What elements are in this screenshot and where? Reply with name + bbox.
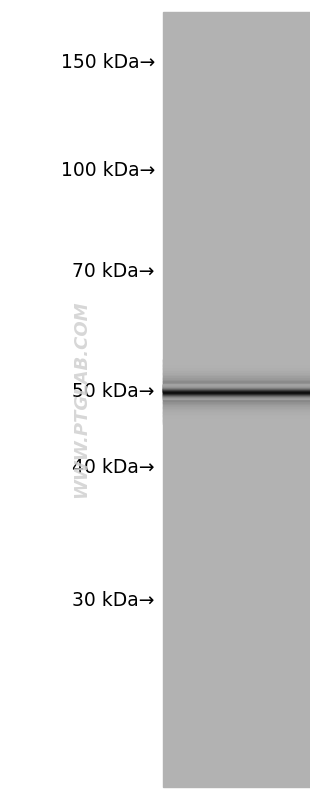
Bar	[163, 378, 310, 380]
Bar	[163, 400, 310, 401]
Bar	[163, 406, 310, 407]
Bar	[163, 360, 310, 363]
Bar	[163, 419, 310, 420]
Bar	[163, 368, 310, 371]
Bar	[163, 414, 310, 415]
Bar	[163, 417, 310, 419]
Bar	[163, 375, 310, 377]
Text: 100 kDa→: 100 kDa→	[61, 161, 155, 180]
Bar	[163, 395, 310, 396]
Bar	[163, 364, 310, 366]
Bar	[163, 380, 310, 382]
Bar	[163, 407, 310, 409]
Bar	[163, 398, 310, 400]
Bar	[163, 362, 310, 364]
Bar	[163, 370, 310, 372]
Bar	[163, 392, 310, 393]
Bar	[163, 389, 310, 392]
Bar	[163, 401, 310, 403]
Text: 50 kDa→: 50 kDa→	[73, 382, 155, 401]
Bar	[163, 381, 310, 384]
Bar	[163, 372, 310, 374]
Text: 150 kDa→: 150 kDa→	[61, 53, 155, 72]
Bar	[163, 384, 310, 387]
Bar	[163, 396, 310, 398]
Text: WWW.PTGLAB.COM: WWW.PTGLAB.COM	[72, 300, 90, 499]
Bar	[163, 373, 310, 376]
Bar	[163, 359, 310, 361]
Bar	[163, 388, 310, 390]
Text: 70 kDa→: 70 kDa→	[73, 262, 155, 281]
Bar	[163, 411, 310, 412]
Text: 40 kDa→: 40 kDa→	[72, 458, 155, 477]
Bar	[163, 409, 310, 411]
Bar	[163, 393, 310, 395]
Bar	[163, 403, 310, 404]
Bar	[163, 376, 310, 379]
Bar	[163, 365, 310, 368]
Bar	[163, 404, 310, 406]
Bar	[163, 367, 310, 369]
Bar	[163, 415, 310, 417]
Text: 30 kDa→: 30 kDa→	[73, 591, 155, 610]
Bar	[163, 412, 310, 414]
Bar	[163, 386, 310, 388]
Bar	[163, 12, 310, 787]
Bar	[163, 420, 310, 422]
Bar	[163, 422, 310, 423]
Bar	[163, 383, 310, 385]
